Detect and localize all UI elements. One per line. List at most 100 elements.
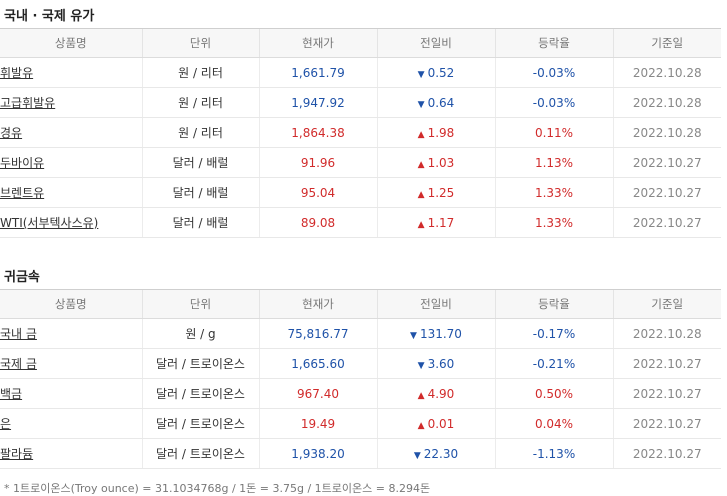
item-name-link[interactable]: 고급휘발유: [0, 96, 56, 110]
header-change: 전일비: [376, 28, 495, 58]
triangle-up-icon: ▲: [417, 129, 425, 140]
change-cell: ▼ 22.30: [376, 438, 495, 469]
item-name-cell: 국제 금: [0, 348, 142, 379]
triangle-up-icon: ▲: [417, 420, 425, 431]
rate-cell: -0.03%: [494, 87, 613, 118]
item-name-cell: 경유: [0, 117, 142, 148]
change-value: 131.70: [419, 326, 462, 341]
header-unit: 단위: [141, 289, 259, 319]
item-name-link[interactable]: 두바이유: [0, 156, 45, 170]
price-cell: 19.49: [258, 408, 377, 439]
table-row: 고급휘발유 원 / 리터 1,947.92 ▼ 0.64 -0.03% 2022.10.28: [0, 87, 721, 118]
item-name-link[interactable]: 팔라듐: [0, 447, 34, 461]
price-cell: 1,665.60: [258, 348, 377, 379]
unit-cell: 원 / g: [141, 318, 259, 349]
table-row: 백금 달러 / 트로이온스 967.40 ▲ 4.90 0.50% 2022.10.27: [0, 378, 721, 409]
unit-cell: 원 / 리터: [141, 57, 259, 88]
oil-price-table: 상품명 단위 현재가 전일비 등락율 기준일 휘발유 원 / 리터 1,661.79…: [0, 28, 721, 238]
item-name-link[interactable]: 휘발유: [0, 66, 34, 80]
oil-section-title: 국내 · 국제 유가: [4, 9, 95, 24]
item-name-cell: 은: [0, 408, 142, 439]
triangle-down-icon: ▼: [413, 450, 421, 461]
change-value: 3.60: [427, 356, 455, 371]
header-rate: 등락율: [494, 28, 613, 58]
header-change: 전일비: [376, 289, 495, 319]
change-cell: ▲ 4.90: [376, 378, 495, 409]
change-cell: ▼ 0.52: [376, 57, 495, 88]
header-price: 현재가: [258, 28, 377, 58]
rate-cell: 0.50%: [494, 378, 613, 409]
header-price: 현재가: [258, 289, 377, 319]
change-cell: ▼ 3.60: [376, 348, 495, 379]
unit-cell: 달러 / 트로이온스: [141, 348, 259, 379]
item-name-link[interactable]: 경유: [0, 126, 23, 140]
rate-cell: 1.13%: [494, 147, 613, 178]
item-name-link[interactable]: 국내 금: [0, 327, 37, 341]
price-cell: 89.08: [258, 207, 377, 238]
item-name-cell: 국내 금: [0, 318, 142, 349]
header-unit: 단위: [141, 28, 259, 58]
item-name-link[interactable]: 브렌트유: [0, 186, 45, 200]
price-cell: 75,816.77: [258, 318, 377, 349]
unit-cell: 달러 / 트로이온스: [141, 408, 259, 439]
change-value: 4.90: [427, 386, 455, 401]
change-value: 1.25: [427, 185, 455, 200]
date-cell: 2022.10.27: [612, 378, 721, 409]
unit-cell: 달러 / 트로이온스: [141, 438, 259, 469]
date-cell: 2022.10.28: [612, 318, 721, 349]
rate-cell: 1.33%: [494, 207, 613, 238]
rate-cell: 0.11%: [494, 117, 613, 148]
change-cell: ▼ 131.70: [376, 318, 495, 349]
table-row: 브렌트유 달러 / 배럴 95.04 ▲ 1.25 1.33% 2022.10.27: [0, 177, 721, 208]
date-cell: 2022.10.28: [612, 87, 721, 118]
change-value: 1.98: [427, 125, 455, 140]
date-cell: 2022.10.27: [612, 348, 721, 379]
item-name-cell: 고급휘발유: [0, 87, 142, 118]
change-cell: ▲ 1.03: [376, 147, 495, 178]
date-cell: 2022.10.27: [612, 177, 721, 208]
item-name-link[interactable]: 백금: [0, 387, 23, 401]
rate-cell: -0.03%: [494, 57, 613, 88]
change-cell: ▲ 1.25: [376, 177, 495, 208]
rate-cell: -0.17%: [494, 318, 613, 349]
table-row: 두바이유 달러 / 배럴 91.96 ▲ 1.03 1.13% 2022.10.27: [0, 147, 721, 178]
rate-cell: -1.13%: [494, 438, 613, 469]
item-name-link[interactable]: WTI(서부텍사스유): [0, 216, 99, 230]
item-name-cell: 브렌트유: [0, 177, 142, 208]
item-name-link[interactable]: 국제 금: [0, 357, 37, 371]
unit-cell: 달러 / 배럴: [141, 207, 259, 238]
date-cell: 2022.10.27: [612, 207, 721, 238]
unit-cell: 달러 / 배럴: [141, 147, 259, 178]
price-cell: 95.04: [258, 177, 377, 208]
item-name-cell: WTI(서부텍사스유): [0, 207, 142, 238]
header-name: 상품명: [0, 289, 142, 319]
triangle-down-icon: ▼: [410, 330, 417, 341]
table-header-row: 상품명 단위 현재가 전일비 등락율 기준일: [0, 28, 721, 58]
rate-cell: 0.04%: [494, 408, 613, 439]
table-row: 경유 원 / 리터 1,864.38 ▲ 1.98 0.11% 2022.10.28: [0, 117, 721, 148]
change-value: 0.01: [427, 416, 455, 431]
date-cell: 2022.10.27: [612, 438, 721, 469]
footnote: * 1트로이온스(Troy ounce) = 31.1034768g / 1돈 …: [4, 482, 431, 495]
item-name-cell: 휘발유: [0, 57, 142, 88]
price-cell: 1,864.38: [258, 117, 377, 148]
triangle-up-icon: ▲: [417, 159, 425, 170]
date-cell: 2022.10.27: [612, 147, 721, 178]
rate-cell: -0.21%: [494, 348, 613, 379]
change-cell: ▲ 0.01: [376, 408, 495, 439]
triangle-down-icon: ▼: [417, 99, 425, 110]
item-name-cell: 두바이유: [0, 147, 142, 178]
unit-cell: 달러 / 트로이온스: [141, 378, 259, 409]
change-cell: ▲ 1.98: [376, 117, 495, 148]
price-cell: 1,947.92: [258, 87, 377, 118]
price-cell: 1,661.79: [258, 57, 377, 88]
change-value: 1.03: [427, 155, 455, 170]
date-cell: 2022.10.28: [612, 57, 721, 88]
triangle-up-icon: ▲: [417, 390, 425, 401]
price-cell: 91.96: [258, 147, 377, 178]
rate-cell: 1.33%: [494, 177, 613, 208]
item-name-cell: 백금: [0, 378, 142, 409]
unit-cell: 달러 / 배럴: [141, 177, 259, 208]
item-name-link[interactable]: 은: [0, 417, 12, 431]
